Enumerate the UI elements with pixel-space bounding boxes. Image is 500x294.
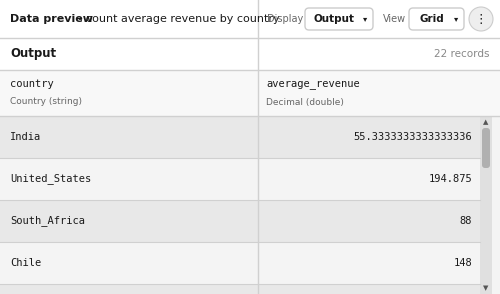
- Text: ▼: ▼: [484, 285, 488, 291]
- Text: ▾: ▾: [454, 14, 458, 24]
- Bar: [0, 70, 500, 116]
- Bar: [0, 0, 500, 38]
- Text: 55.3333333333333336: 55.3333333333333336: [353, 132, 472, 142]
- Text: Chile: Chile: [10, 258, 41, 268]
- Text: India: India: [10, 132, 41, 142]
- Text: 22 records: 22 records: [434, 49, 490, 59]
- Text: average_revenue: average_revenue: [266, 79, 360, 89]
- Bar: [492, 200, 500, 242]
- FancyBboxPatch shape: [409, 8, 464, 30]
- Text: Grid: Grid: [419, 14, 444, 24]
- Text: ▲: ▲: [484, 119, 488, 125]
- Text: United_States: United_States: [10, 173, 91, 184]
- Text: ▾: ▾: [363, 14, 367, 24]
- Text: Data preview: Data preview: [10, 14, 93, 24]
- Text: Country (string): Country (string): [10, 98, 82, 106]
- Text: Output: Output: [314, 14, 354, 24]
- Bar: [0, 116, 480, 158]
- Text: Decimal (double): Decimal (double): [266, 98, 344, 106]
- Text: South_Africa: South_Africa: [10, 216, 85, 226]
- Bar: [492, 284, 500, 294]
- Text: 88: 88: [460, 216, 472, 226]
- Bar: [0, 38, 500, 70]
- Bar: [0, 284, 480, 294]
- Text: 148: 148: [453, 258, 472, 268]
- Text: Display: Display: [267, 14, 303, 24]
- Bar: [0, 242, 480, 284]
- Bar: [492, 116, 500, 158]
- Text: Output: Output: [10, 48, 56, 61]
- Bar: [492, 242, 500, 284]
- Bar: [0, 200, 480, 242]
- Text: country: country: [10, 79, 54, 89]
- Bar: [0, 158, 480, 200]
- Circle shape: [469, 7, 493, 31]
- FancyBboxPatch shape: [482, 128, 490, 168]
- Text: - count average revenue by country: - count average revenue by country: [75, 14, 280, 24]
- Text: View: View: [383, 14, 406, 24]
- Text: ⋮: ⋮: [475, 14, 487, 26]
- FancyBboxPatch shape: [305, 8, 373, 30]
- Text: 194.875: 194.875: [428, 174, 472, 184]
- Bar: [492, 158, 500, 200]
- Bar: [480, 116, 492, 294]
